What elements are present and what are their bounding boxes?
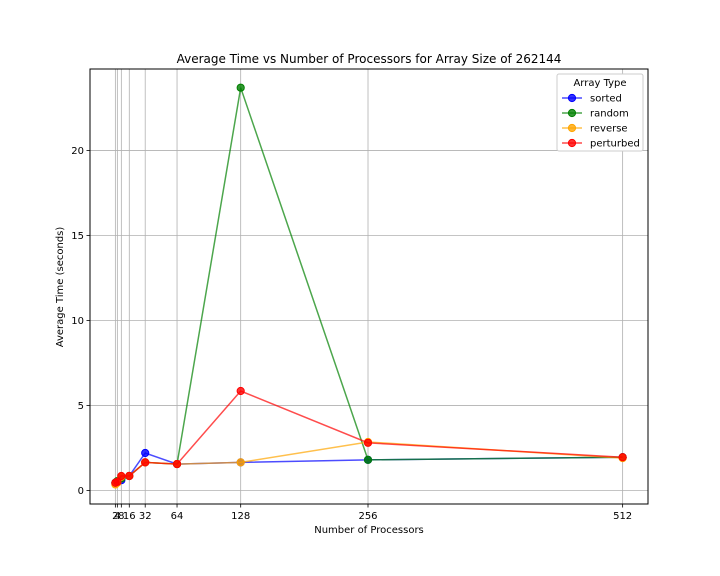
data-point-reverse [236,458,245,467]
x-tick-label: 128 [231,511,250,522]
chart-title: Average Time vs Number of Processors for… [177,52,562,66]
legend: Array Type sorted random reverse perturbed [556,73,644,152]
y-tick-label: 20 [71,146,84,157]
x-tick-label: 256 [358,511,377,522]
data-point-perturbed [618,453,627,462]
x-axis-label: Number of Processors [314,525,424,536]
x-tick-label: 2 [112,511,118,522]
legend-swatch-marker [567,123,577,133]
legend-swatch-marker [567,138,577,148]
data-point-perturbed [363,438,373,447]
data-point-random [236,83,245,92]
legend-label: reverse [590,124,628,135]
series-group [111,83,627,489]
legend-title: Array Type [573,78,626,89]
data-point-perturbed [141,458,150,467]
y-tick-label: 5 [78,401,84,412]
data-point-perturbed [125,471,134,481]
legend-label: perturbed [590,139,640,150]
legend-label: random [590,109,629,120]
legend-box [556,73,644,152]
x-tick-label: 64 [171,511,184,522]
y-tick-label: 0 [78,486,84,497]
data-point-perturbed [113,477,122,487]
x-tick-label: 8 [118,511,124,522]
x-tick-label: 32 [139,511,152,522]
y-axis-label: Average Time (seconds) [55,227,66,348]
legend-label: sorted [590,94,622,105]
y-tick-label: 10 [71,316,84,327]
x-tick-label: 4 [114,511,120,522]
data-point-perturbed [236,386,245,396]
plot-frame [89,68,649,505]
x-tick-label: 512 [613,511,632,522]
data-point-sorted [141,448,150,458]
data-point-random [363,455,373,464]
legend-swatch-marker [567,108,577,118]
y-tick-label: 15 [71,231,84,242]
x-tick-label: 16 [123,511,136,522]
legend-swatch-marker [567,93,577,103]
data-point-perturbed [172,459,182,469]
data-point-perturbed [117,471,126,481]
